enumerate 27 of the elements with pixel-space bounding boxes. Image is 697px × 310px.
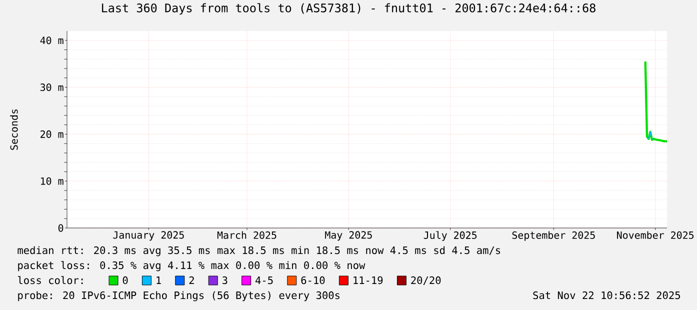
legend-label: 0: [122, 276, 128, 284]
legend-label: 1: [156, 276, 161, 284]
legend-label: 11-19: [354, 276, 383, 284]
y-tick-label: 20 m: [40, 130, 64, 138]
x-tick-label: September 2025: [512, 231, 595, 241]
legend-label: 2: [189, 276, 194, 284]
line-series: [644, 60, 668, 142]
x-tick-label: November 2025: [617, 231, 694, 239]
y-tick-label: 40 m: [40, 36, 64, 44]
legend-label: 20/20: [411, 276, 441, 285]
x-tick-label: January 2025: [113, 231, 184, 241]
legend-label: 4-5: [256, 276, 273, 284]
text: Sat Nov 22 10:56:52 2025: [533, 291, 680, 300]
chart-title: Last 360 Days from tools to (AS57381) - fnutt01 - 2001:67c:24e4:64::68: [102, 3, 596, 15]
y-axis-title: Seconds: [10, 109, 18, 150]
text: median rtt: 20.3 ms avg 35.5 ms max 18.5 ms min 18.5 ms now 4.5 ms sd 4.5 am/s: [18, 246, 500, 256]
y-tick-label: 30 m: [40, 84, 64, 92]
y-tick-label: 10 m: [41, 177, 64, 185]
legend-title: loss color:: [18, 276, 83, 284]
text: probe: 20 IPv6-ICMP Echo Pings (56 Bytes) every 300s: [18, 291, 340, 302]
x-tick-label: May 2025: [325, 231, 372, 241]
x-tick-label: March 2025: [217, 231, 276, 239]
legend-label: 3: [222, 276, 228, 284]
text: packet loss: 0.35 % avg 4.11 % max 0.00 % min 0.00 % now: [18, 261, 366, 272]
x-tick-label: July 2025: [424, 231, 477, 241]
legend-label: 6-10: [301, 276, 325, 284]
y-tick-label: 0: [58, 224, 64, 232]
